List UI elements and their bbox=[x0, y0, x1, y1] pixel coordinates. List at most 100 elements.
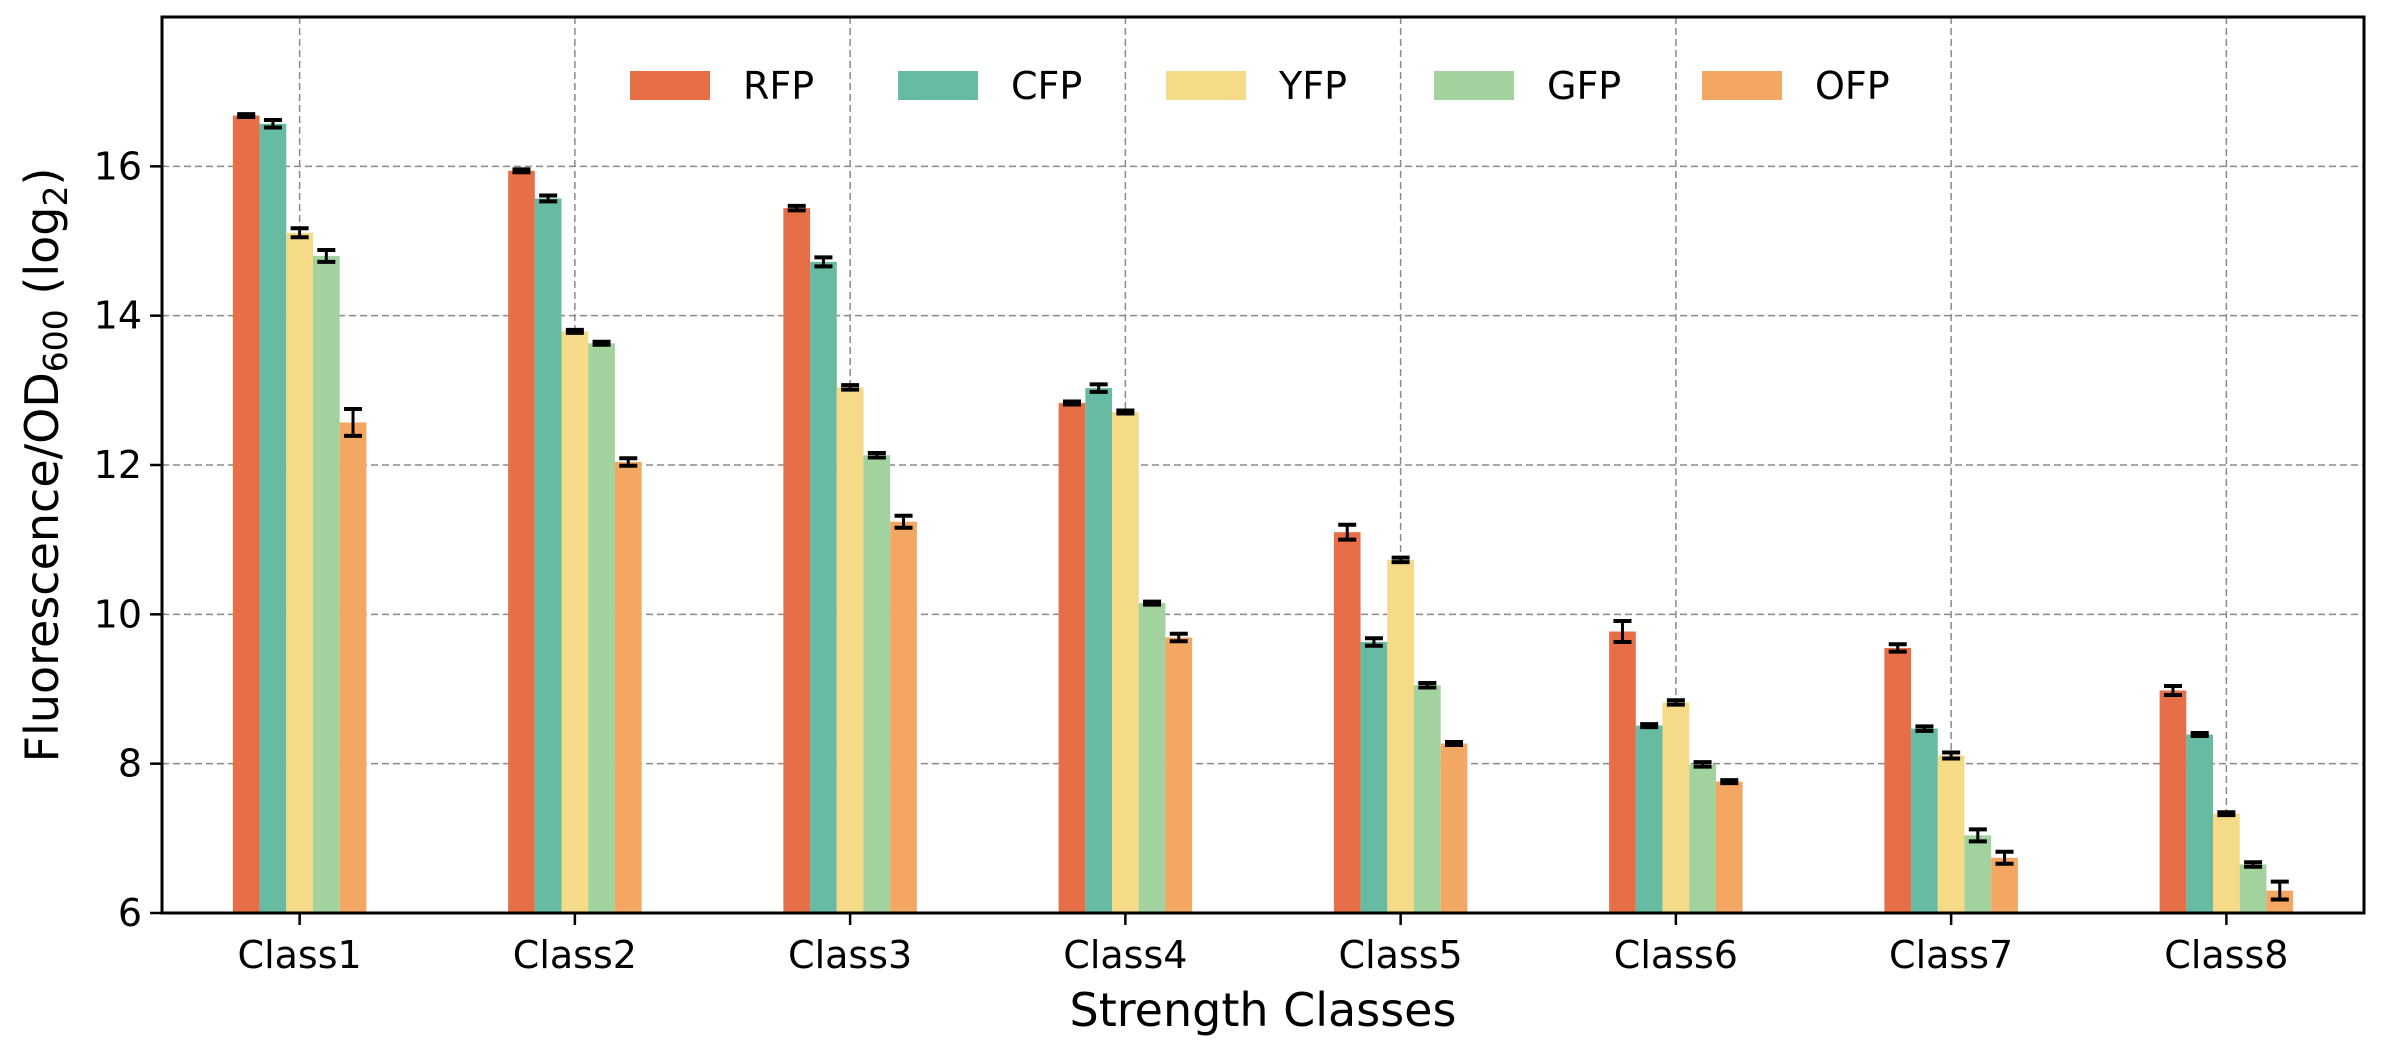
bar-ofp bbox=[339, 422, 367, 913]
y-tick-label: 16 bbox=[94, 144, 142, 188]
error-bar bbox=[894, 513, 913, 530]
bar-ofp bbox=[1991, 857, 2018, 913]
y-axis-title: Fluorescence/OD600 (log2) bbox=[15, 168, 75, 763]
bar-yfp bbox=[286, 232, 313, 913]
bar-rfp bbox=[1884, 647, 1912, 913]
error-bar bbox=[2163, 684, 2182, 697]
error-bar bbox=[1666, 698, 1685, 707]
error-bar bbox=[1116, 408, 1135, 416]
bar-cfp bbox=[2186, 734, 2214, 913]
error-bar bbox=[2190, 731, 2209, 739]
error-bar bbox=[1364, 636, 1383, 648]
bar-gfp bbox=[863, 455, 891, 913]
error-bar bbox=[814, 255, 833, 269]
error-bar bbox=[539, 193, 558, 204]
x-tick-label: Class2 bbox=[513, 933, 637, 977]
error-bar bbox=[512, 167, 531, 175]
legend-label: RFP bbox=[743, 64, 814, 108]
error-bar bbox=[1169, 631, 1188, 644]
error-bar bbox=[2217, 810, 2236, 818]
bar-rfp bbox=[2159, 690, 2187, 913]
x-tick-label: Class5 bbox=[1339, 933, 1463, 977]
legend-swatch bbox=[1702, 71, 1782, 100]
error-bars bbox=[237, 112, 2289, 902]
error-bar bbox=[1613, 619, 1632, 644]
legend-item-ofp: OFP bbox=[1702, 64, 1890, 108]
error-bar bbox=[787, 203, 806, 213]
grid-lines bbox=[162, 17, 2364, 913]
error-bar bbox=[1391, 555, 1410, 565]
legend-item-yfp: YFP bbox=[1166, 64, 1347, 108]
bar-ofp bbox=[890, 521, 917, 913]
x-axis-title: Strength Classes bbox=[1070, 983, 1457, 1037]
error-bar bbox=[2244, 860, 2263, 869]
legend-swatch bbox=[1166, 71, 1246, 100]
x-tick-label: Class8 bbox=[2164, 933, 2288, 977]
bar-cfp bbox=[1085, 388, 1113, 913]
x-axis: Class1 Class2 Class3 Class4 Class5 Class6 Clas… bbox=[238, 913, 2288, 977]
bar-ofp bbox=[2266, 890, 2294, 913]
bar-ofp bbox=[614, 462, 642, 913]
error-bar bbox=[619, 456, 638, 468]
bar-rfp bbox=[1333, 532, 1361, 913]
error-bar bbox=[237, 112, 256, 120]
error-bar bbox=[290, 226, 309, 240]
error-bar bbox=[263, 118, 282, 130]
bars bbox=[232, 115, 2294, 914]
bar-ofp bbox=[1715, 781, 1743, 913]
y-tick-label: 14 bbox=[94, 294, 142, 338]
bar-cfp bbox=[1360, 641, 1388, 913]
error-bar bbox=[1888, 642, 1907, 654]
error-bar bbox=[565, 327, 584, 335]
legend-label: OFP bbox=[1815, 64, 1890, 108]
x-tick-label: Class3 bbox=[788, 933, 912, 977]
y-tick-label: 12 bbox=[94, 443, 142, 487]
error-bar bbox=[2270, 879, 2289, 902]
legend-swatch bbox=[630, 71, 710, 100]
x-tick-label: Class7 bbox=[1889, 933, 2013, 977]
x-tick-label: Class1 bbox=[238, 933, 362, 977]
error-bar bbox=[317, 247, 336, 264]
x-tick-label: Class6 bbox=[1614, 933, 1738, 977]
error-bar bbox=[1062, 399, 1081, 407]
legend-item-gfp: GFP bbox=[1434, 64, 1621, 108]
y-axis: 6 8 10 12 14 16 bbox=[94, 144, 162, 935]
error-bar bbox=[1640, 722, 1659, 730]
bar-cfp bbox=[259, 123, 287, 914]
bar-yfp bbox=[1112, 411, 1139, 913]
bar-gfp bbox=[588, 343, 615, 913]
y-tick-label: 10 bbox=[94, 592, 142, 636]
bar-ofp bbox=[1165, 637, 1193, 913]
error-bar bbox=[592, 339, 611, 347]
bar-rfp bbox=[1058, 403, 1086, 913]
bar-rfp bbox=[783, 208, 811, 913]
bar-gfp bbox=[1689, 764, 1716, 913]
bar-gfp bbox=[1138, 603, 1166, 913]
legend-swatch bbox=[898, 71, 978, 100]
bar-rfp bbox=[508, 170, 535, 913]
bar-yfp bbox=[561, 331, 589, 913]
bar-yfp bbox=[1387, 559, 1414, 913]
bar-cfp bbox=[1911, 728, 1938, 913]
legend-label: CFP bbox=[1011, 64, 1082, 108]
legend-label: GFP bbox=[1547, 64, 1621, 108]
error-bar bbox=[344, 407, 363, 438]
error-bar bbox=[841, 383, 860, 392]
error-bar bbox=[1693, 760, 1712, 769]
error-bar bbox=[1143, 599, 1162, 607]
x-tick-label: Class4 bbox=[1063, 933, 1187, 977]
bar-cfp bbox=[810, 261, 837, 913]
error-bar bbox=[1995, 849, 2014, 866]
legend-swatch bbox=[1434, 71, 1514, 100]
error-bar bbox=[1942, 750, 1961, 761]
error-bar bbox=[1720, 778, 1739, 786]
bar-ofp bbox=[1440, 743, 1468, 913]
error-bar bbox=[1089, 382, 1108, 394]
bar-gfp bbox=[312, 255, 340, 913]
bar-yfp bbox=[836, 387, 864, 913]
legend-item-cfp: CFP bbox=[898, 64, 1082, 108]
error-bar bbox=[1418, 681, 1437, 690]
y-tick-label: 8 bbox=[118, 742, 142, 786]
